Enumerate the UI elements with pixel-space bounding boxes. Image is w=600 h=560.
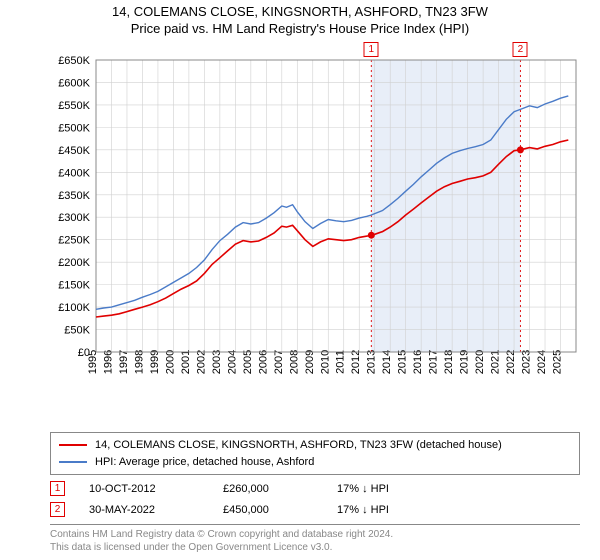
chart-area: £0£50K£100K£150K£200K£250K£300K£350K£400… — [50, 48, 580, 388]
y-tick-label: £400K — [58, 167, 90, 179]
x-tick-label: 2003 — [211, 350, 223, 374]
y-tick-label: £500K — [58, 122, 90, 134]
legend-swatch — [59, 461, 87, 463]
x-tick-label: 1999 — [149, 350, 161, 374]
x-tick-label: 2019 — [459, 350, 471, 374]
x-tick-label: 2016 — [412, 350, 424, 374]
x-tick-label: 2017 — [428, 350, 440, 374]
address-title: 14, COLEMANS CLOSE, KINGSNORTH, ASHFORD,… — [0, 4, 600, 19]
legend-label: HPI: Average price, detached house, Ashf… — [95, 454, 314, 471]
data-points-table: 1 10-OCT-2012 £260,000 17% ↓ HPI 2 30-MAY-202… — [50, 478, 580, 520]
marker-dot — [517, 146, 524, 153]
x-tick-label: 2005 — [242, 350, 254, 374]
x-tick-label: 1996 — [102, 350, 114, 374]
dp-delta: 17% ↓ HPI — [337, 483, 437, 495]
x-tick-label: 2011 — [335, 350, 347, 374]
dp-price: £260,000 — [223, 483, 313, 495]
y-tick-label: £300K — [58, 212, 90, 224]
x-tick-label: 1997 — [118, 350, 130, 374]
legend-swatch — [59, 444, 87, 446]
x-tick-label: 2024 — [536, 350, 548, 374]
legend-label: 14, COLEMANS CLOSE, KINGSNORTH, ASHFORD,… — [95, 437, 502, 454]
x-tick-label: 2021 — [490, 350, 502, 374]
x-tick-label: 2020 — [474, 350, 486, 374]
chart-container: 14, COLEMANS CLOSE, KINGSNORTH, ASHFORD,… — [0, 0, 600, 560]
x-tick-label: 2006 — [257, 350, 269, 374]
y-tick-label: £100K — [58, 302, 90, 314]
x-tick-label: 2002 — [195, 350, 207, 374]
x-tick-label: 2013 — [366, 350, 378, 374]
x-tick-label: 2001 — [180, 350, 192, 374]
y-tick-label: £250K — [58, 235, 90, 247]
x-tick-label: 1998 — [133, 350, 145, 374]
x-tick-label: 2023 — [521, 350, 533, 374]
shade-band — [371, 60, 520, 352]
y-tick-label: £150K — [58, 280, 90, 292]
dp-date: 30-MAY-2022 — [89, 504, 199, 516]
price-chart: £0£50K£100K£150K£200K£250K£300K£350K£400… — [50, 48, 580, 388]
y-tick-label: £650K — [58, 55, 90, 67]
x-tick-label: 2014 — [381, 350, 393, 374]
chart-subtitle: Price paid vs. HM Land Registry's House … — [0, 21, 600, 36]
x-tick-label: 2008 — [288, 350, 300, 374]
marker-label-1: 1 — [364, 42, 379, 57]
title-block: 14, COLEMANS CLOSE, KINGSNORTH, ASHFORD,… — [0, 0, 600, 38]
y-tick-label: £550K — [58, 100, 90, 112]
x-tick-label: 2018 — [443, 350, 455, 374]
x-tick-label: 2022 — [505, 350, 517, 374]
data-point-row: 1 10-OCT-2012 £260,000 17% ↓ HPI — [50, 478, 580, 499]
x-tick-label: 2010 — [319, 350, 331, 374]
y-tick-label: £450K — [58, 145, 90, 157]
x-tick-label: 2007 — [273, 350, 285, 374]
dp-price: £450,000 — [223, 504, 313, 516]
y-tick-label: £600K — [58, 77, 90, 89]
dp-index: 1 — [50, 481, 65, 496]
y-tick-label: £200K — [58, 257, 90, 269]
x-tick-label: 2004 — [226, 350, 238, 374]
data-point-row: 2 30-MAY-2022 £450,000 17% ↓ HPI — [50, 499, 580, 520]
x-tick-label: 2000 — [164, 350, 176, 374]
footer-line-2: This data is licensed under the Open Gov… — [50, 541, 580, 554]
y-tick-label: £350K — [58, 190, 90, 202]
footer-line-1: Contains HM Land Registry data © Crown c… — [50, 528, 580, 541]
footer-attribution: Contains HM Land Registry data © Crown c… — [50, 524, 580, 554]
x-tick-label: 2025 — [552, 350, 564, 374]
legend-box: 14, COLEMANS CLOSE, KINGSNORTH, ASHFORD,… — [50, 432, 580, 475]
y-tick-label: £50K — [64, 325, 90, 337]
x-tick-label: 2015 — [397, 350, 409, 374]
x-tick-label: 1995 — [87, 350, 99, 374]
legend-row: HPI: Average price, detached house, Ashf… — [59, 454, 571, 471]
marker-label-2: 2 — [513, 42, 528, 57]
x-tick-label: 2009 — [304, 350, 316, 374]
legend-row: 14, COLEMANS CLOSE, KINGSNORTH, ASHFORD,… — [59, 437, 571, 454]
x-tick-label: 2012 — [350, 350, 362, 374]
dp-date: 10-OCT-2012 — [89, 483, 199, 495]
dp-index: 2 — [50, 502, 65, 517]
dp-delta: 17% ↓ HPI — [337, 504, 437, 516]
marker-dot — [368, 232, 375, 239]
